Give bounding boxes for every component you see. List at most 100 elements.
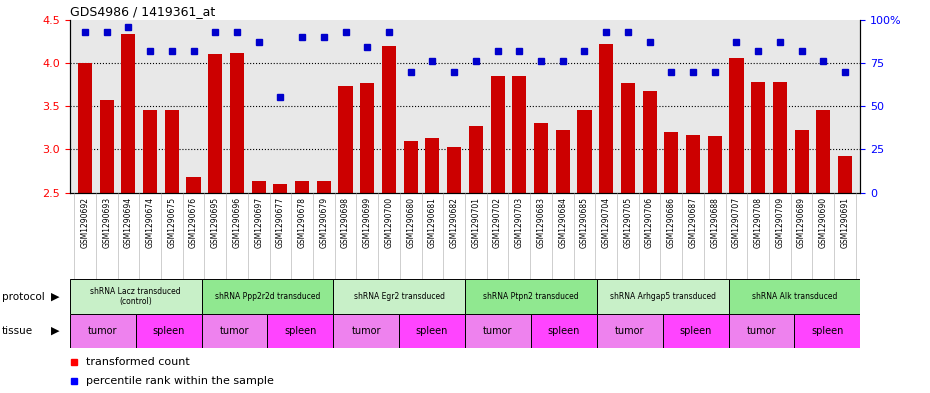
Text: GSM1290686: GSM1290686 bbox=[667, 197, 676, 248]
Text: ▶: ▶ bbox=[51, 326, 60, 336]
Bar bbox=[333, 279, 465, 314]
Bar bbox=[70, 279, 202, 314]
Text: GSM1290698: GSM1290698 bbox=[341, 197, 350, 248]
Bar bbox=[333, 314, 399, 348]
Bar bbox=[662, 314, 728, 348]
Text: GSM1290709: GSM1290709 bbox=[776, 197, 784, 248]
Bar bbox=[273, 184, 287, 193]
Bar bbox=[339, 86, 352, 193]
Bar bbox=[838, 156, 852, 193]
Text: GSM1290700: GSM1290700 bbox=[384, 197, 393, 248]
Bar bbox=[643, 92, 657, 193]
Text: GSM1290702: GSM1290702 bbox=[493, 197, 502, 248]
Bar bbox=[621, 83, 635, 193]
Bar bbox=[360, 83, 375, 193]
Bar bbox=[425, 138, 440, 193]
Bar bbox=[187, 177, 201, 193]
Bar bbox=[78, 63, 92, 193]
Text: GSM1290693: GSM1290693 bbox=[102, 197, 112, 248]
Text: GSM1290705: GSM1290705 bbox=[623, 197, 632, 248]
Text: shRNA Egr2 transduced: shRNA Egr2 transduced bbox=[353, 292, 445, 301]
Text: spleen: spleen bbox=[680, 326, 711, 336]
Bar bbox=[597, 279, 728, 314]
Bar bbox=[490, 76, 505, 193]
Text: GSM1290685: GSM1290685 bbox=[580, 197, 589, 248]
Text: GSM1290676: GSM1290676 bbox=[189, 197, 198, 248]
Bar bbox=[469, 126, 483, 193]
Bar bbox=[534, 123, 548, 193]
Bar bbox=[317, 181, 331, 193]
Bar bbox=[729, 58, 743, 193]
Text: spleen: spleen bbox=[416, 326, 448, 336]
Text: tumor: tumor bbox=[747, 326, 777, 336]
Bar bbox=[202, 314, 267, 348]
Text: GSM1290701: GSM1290701 bbox=[472, 197, 481, 248]
Text: GSM1290694: GSM1290694 bbox=[124, 197, 133, 248]
Text: shRNA Arhgap5 transduced: shRNA Arhgap5 transduced bbox=[610, 292, 715, 301]
Text: shRNA Lacz transduced
(control): shRNA Lacz transduced (control) bbox=[90, 287, 181, 307]
Text: GSM1290696: GSM1290696 bbox=[232, 197, 242, 248]
Text: GSM1290675: GSM1290675 bbox=[167, 197, 177, 248]
Text: GSM1290682: GSM1290682 bbox=[449, 197, 458, 248]
Text: percentile rank within the sample: percentile rank within the sample bbox=[86, 376, 273, 386]
Bar bbox=[202, 279, 333, 314]
Text: spleen: spleen bbox=[285, 326, 316, 336]
Text: GSM1290707: GSM1290707 bbox=[732, 197, 741, 248]
Text: GSM1290683: GSM1290683 bbox=[537, 197, 546, 248]
Text: GSM1290684: GSM1290684 bbox=[558, 197, 567, 248]
Text: tissue: tissue bbox=[2, 326, 33, 336]
Text: GSM1290680: GSM1290680 bbox=[406, 197, 415, 248]
Bar bbox=[143, 110, 157, 193]
Text: spleen: spleen bbox=[548, 326, 580, 336]
Text: GSM1290674: GSM1290674 bbox=[146, 197, 154, 248]
Text: tumor: tumor bbox=[615, 326, 644, 336]
Bar bbox=[136, 314, 202, 348]
Bar bbox=[465, 314, 531, 348]
Bar bbox=[708, 136, 722, 193]
Text: GSM1290703: GSM1290703 bbox=[515, 197, 524, 248]
Bar bbox=[578, 110, 591, 193]
Bar bbox=[728, 314, 794, 348]
Bar bbox=[555, 130, 570, 193]
Text: GDS4986 / 1419361_at: GDS4986 / 1419361_at bbox=[70, 6, 215, 18]
Text: GSM1290690: GSM1290690 bbox=[818, 197, 828, 248]
Bar bbox=[794, 130, 809, 193]
Bar bbox=[728, 279, 860, 314]
Text: GSM1290689: GSM1290689 bbox=[797, 197, 806, 248]
Bar bbox=[465, 279, 597, 314]
Bar bbox=[267, 314, 333, 348]
Text: GSM1290677: GSM1290677 bbox=[276, 197, 285, 248]
Text: spleen: spleen bbox=[153, 326, 185, 336]
Bar bbox=[597, 314, 662, 348]
Text: shRNA Ptpn2 transduced: shRNA Ptpn2 transduced bbox=[483, 292, 578, 301]
Bar bbox=[794, 314, 860, 348]
Text: GSM1290687: GSM1290687 bbox=[688, 197, 698, 248]
Text: ▶: ▶ bbox=[51, 292, 60, 302]
Bar bbox=[295, 181, 309, 193]
Bar bbox=[121, 34, 136, 193]
Text: GSM1290688: GSM1290688 bbox=[711, 197, 719, 248]
Bar bbox=[399, 314, 465, 348]
Bar bbox=[165, 110, 179, 193]
Bar bbox=[404, 141, 418, 193]
Text: protocol: protocol bbox=[2, 292, 45, 302]
Text: GSM1290704: GSM1290704 bbox=[602, 197, 611, 248]
Bar bbox=[817, 110, 830, 193]
Bar bbox=[70, 314, 136, 348]
Bar bbox=[751, 82, 765, 193]
Text: GSM1290697: GSM1290697 bbox=[254, 197, 263, 248]
Bar bbox=[599, 44, 613, 193]
Bar bbox=[208, 54, 222, 193]
Text: transformed count: transformed count bbox=[86, 356, 190, 367]
Text: GSM1290708: GSM1290708 bbox=[753, 197, 763, 248]
Text: GSM1290695: GSM1290695 bbox=[211, 197, 219, 248]
Bar bbox=[664, 132, 678, 193]
Bar bbox=[230, 53, 244, 193]
Text: spleen: spleen bbox=[811, 326, 844, 336]
Text: shRNA Alk transduced: shRNA Alk transduced bbox=[751, 292, 837, 301]
Text: GSM1290678: GSM1290678 bbox=[298, 197, 307, 248]
Text: GSM1290691: GSM1290691 bbox=[841, 197, 849, 248]
Text: GSM1290679: GSM1290679 bbox=[319, 197, 328, 248]
Bar bbox=[382, 46, 396, 193]
Text: GSM1290681: GSM1290681 bbox=[428, 197, 437, 248]
